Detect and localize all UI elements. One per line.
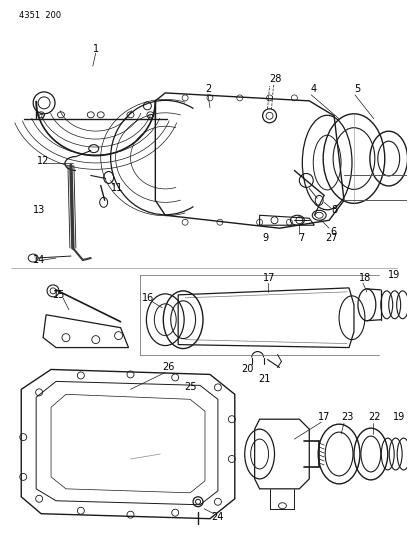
- Text: 14: 14: [33, 255, 45, 265]
- Text: 23: 23: [341, 412, 353, 422]
- Text: 27: 27: [325, 233, 337, 243]
- Text: 9: 9: [262, 233, 268, 243]
- Text: 6: 6: [330, 227, 336, 237]
- Text: 20: 20: [242, 365, 254, 375]
- Text: 1: 1: [93, 44, 99, 54]
- Text: 4: 4: [310, 84, 316, 94]
- Text: 19: 19: [392, 412, 405, 422]
- Text: 26: 26: [162, 362, 175, 373]
- Text: 7: 7: [298, 233, 304, 243]
- Text: 11: 11: [111, 183, 123, 193]
- Text: 13: 13: [33, 205, 45, 215]
- Text: 17: 17: [263, 273, 276, 283]
- Text: 2: 2: [205, 84, 211, 94]
- Text: 24: 24: [212, 512, 224, 522]
- Text: 12: 12: [37, 156, 49, 166]
- Text: 22: 22: [368, 412, 381, 422]
- Text: 18: 18: [359, 273, 371, 283]
- Text: 17: 17: [318, 412, 330, 422]
- Text: 16: 16: [142, 293, 155, 303]
- Text: 28: 28: [269, 74, 282, 84]
- Text: 19: 19: [388, 270, 400, 280]
- Text: 4351  200: 4351 200: [19, 11, 61, 20]
- Text: 8: 8: [331, 205, 337, 215]
- Text: 21: 21: [258, 374, 271, 384]
- Text: 5: 5: [354, 84, 360, 94]
- Text: 25: 25: [184, 382, 196, 392]
- Text: 15: 15: [53, 290, 65, 300]
